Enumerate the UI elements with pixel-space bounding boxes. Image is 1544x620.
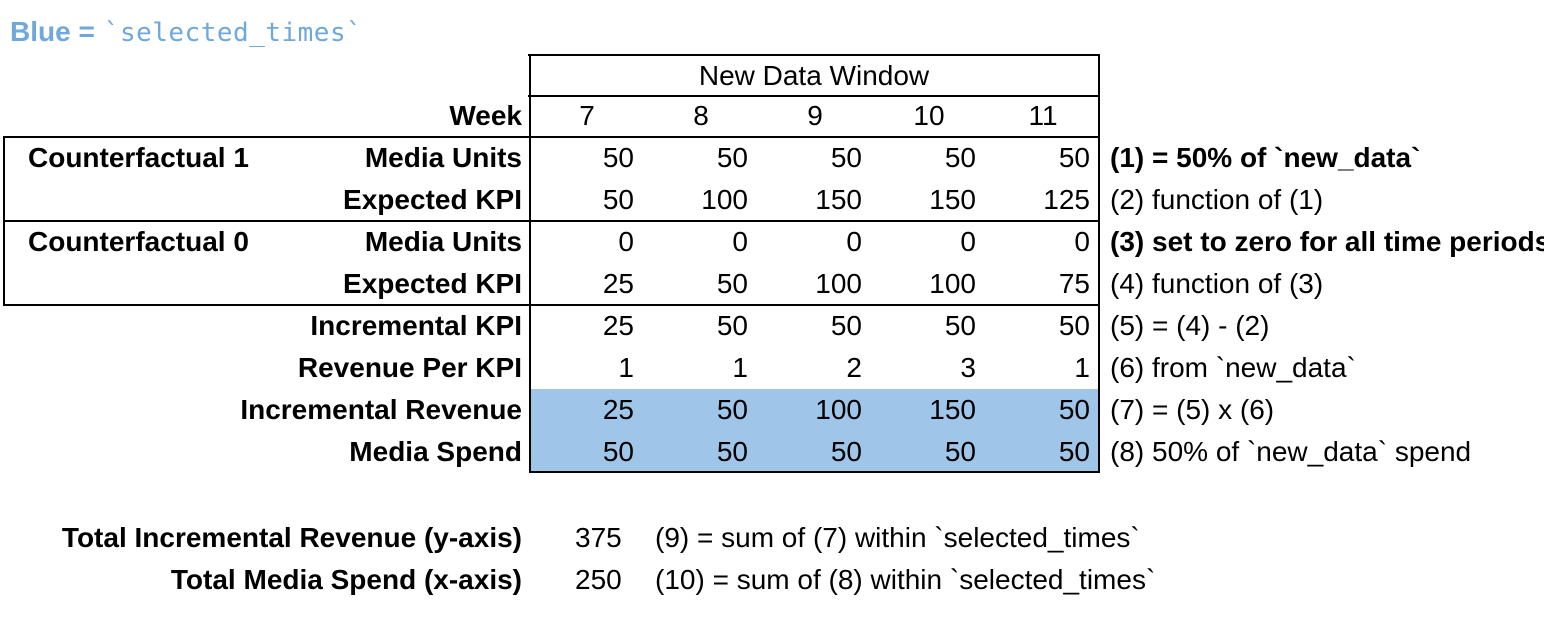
total-value: 250 (575, 564, 622, 595)
table-cell: 50 (944, 310, 976, 341)
group-label-counterfactual-1: Counterfactual 1 (28, 142, 249, 173)
week-value: 7 (579, 100, 595, 131)
table-row-cf1-media-units: Counterfactual 1 Media Units 50 50 50 50… (0, 137, 1544, 179)
table-cell-highlighted: 25 (602, 394, 634, 425)
table-row-cf0-expected-kpi: Expected KPI 25 50 100 100 75 (4) functi… (0, 263, 1544, 305)
table-cell: 0 (1074, 226, 1090, 257)
row-annotation-2: (2) function of (1) (1110, 184, 1324, 215)
row-annotation-4: (4) function of (3) (1110, 268, 1324, 299)
table-cell-highlighted: 100 (815, 394, 862, 425)
header-top-border (528, 54, 1100, 56)
table-bottom-border (529, 471, 1100, 473)
row-annotation-3: (3) set to zero for all time periods (1110, 226, 1544, 257)
week-value: 10 (913, 100, 945, 131)
table-cell: 25 (602, 268, 634, 299)
legend-label: Blue = (10, 16, 95, 47)
table-header-row: New Data Window (0, 56, 1544, 95)
table-cell-highlighted: 150 (929, 394, 976, 425)
total-annotation-10: (10) = sum of (8) within `selected_times… (655, 564, 1156, 595)
group-label-counterfactual-0: Counterfactual 0 (28, 226, 249, 257)
week-value: 9 (807, 100, 823, 131)
table-row-incremental-revenue: Incremental Revenue 25 50 100 150 50 (7)… (0, 389, 1544, 431)
table-cell: 25 (602, 310, 634, 341)
table-cell: 100 (929, 268, 976, 299)
row-label: Media Units (364, 226, 522, 257)
selected-times-highlight (531, 389, 1098, 472)
table-cell: 50 (944, 142, 976, 173)
total-label: Total Media Spend (x-axis) (170, 564, 522, 595)
row-label: Incremental Revenue (240, 394, 522, 425)
row-label: Media Spend (349, 436, 522, 467)
table-cell: 50 (1058, 142, 1090, 173)
table-cell: 1 (732, 352, 748, 383)
table-row-media-spend: Media Spend 50 50 50 50 50 (8) 50% of `n… (0, 431, 1544, 473)
table-cell: 0 (618, 226, 634, 257)
total-incremental-revenue-row: Total Incremental Revenue (y-axis) 375 (… (0, 517, 1544, 559)
table-cell: 1 (1074, 352, 1090, 383)
label-box-left-border (3, 136, 5, 306)
total-annotation-9: (9) = sum of (7) within `selected_times` (655, 522, 1140, 553)
total-value: 375 (575, 522, 622, 553)
counterfactual0-bottom-border (3, 304, 1100, 306)
week-value: 8 (693, 100, 709, 131)
table-cell: 100 (815, 268, 862, 299)
table-cell-highlighted: 50 (716, 436, 748, 467)
legend: Blue = `selected_times` (10, 16, 362, 48)
table-cell-highlighted: 50 (830, 436, 862, 467)
table-cell: 3 (960, 352, 976, 383)
data-left-border (529, 54, 531, 473)
table-cell: 50 (716, 268, 748, 299)
row-annotation-5: (5) = (4) - (2) (1110, 310, 1270, 341)
table-cell: 50 (1058, 310, 1090, 341)
row-label: Expected KPI (343, 268, 522, 299)
table-cell: 50 (716, 310, 748, 341)
table-cell: 50 (830, 310, 862, 341)
table-cell-highlighted: 50 (716, 394, 748, 425)
table-cell-highlighted: 50 (1058, 436, 1090, 467)
table-cell-highlighted: 50 (1058, 394, 1090, 425)
new-data-window-title: New Data Window (698, 59, 930, 91)
row-label: Expected KPI (343, 184, 522, 215)
total-media-spend-row: Total Media Spend (x-axis) 250 (10) = su… (0, 559, 1544, 601)
legend-code-selected-times: `selected_times` (103, 18, 363, 48)
row-annotation-7: (7) = (5) x (6) (1110, 394, 1275, 425)
table-cell: 100 (701, 184, 748, 215)
table-cell: 150 (929, 184, 976, 215)
table-cell: 50 (716, 142, 748, 173)
week-row-bottom-border (3, 136, 1100, 138)
table-cell: 125 (1043, 184, 1090, 215)
data-right-border (1098, 54, 1100, 473)
table-row-incremental-kpi: Incremental KPI 25 50 50 50 50 (5) = (4)… (0, 305, 1544, 347)
row-label: Revenue Per KPI (297, 352, 522, 383)
counterfactual-divider-border (3, 220, 1100, 222)
header-bottom-border (528, 95, 1100, 97)
row-label: Media Units (364, 142, 522, 173)
table-cell: 50 (602, 184, 634, 215)
table-cell: 0 (960, 226, 976, 257)
table-cell: 75 (1058, 268, 1090, 299)
table-cell-highlighted: 50 (944, 436, 976, 467)
table-cell: 0 (732, 226, 748, 257)
table-cell: 50 (602, 142, 634, 173)
table-cell-highlighted: 50 (602, 436, 634, 467)
table-row-revenue-per-kpi: Revenue Per KPI 1 1 2 3 1 (6) from `new_… (0, 347, 1544, 389)
table-cell: 2 (846, 352, 862, 383)
row-annotation-8: (8) 50% of `new_data` spend (1110, 436, 1472, 467)
row-label: Incremental KPI (310, 310, 522, 341)
week-label: Week (449, 100, 522, 131)
table-cell: 1 (618, 352, 634, 383)
week-value: 11 (1028, 100, 1058, 131)
row-annotation-1: (1) = 50% of `new_data` (1110, 142, 1421, 173)
row-annotation-6: (6) from `new_data` (1110, 352, 1356, 383)
table-row-cf0-media-units: Counterfactual 0 Media Units 0 0 0 0 0 (… (0, 221, 1544, 263)
table-row-cf1-expected-kpi: Expected KPI 50 100 150 150 125 (2) func… (0, 179, 1544, 221)
total-label: Total Incremental Revenue (y-axis) (61, 522, 522, 553)
table-cell: 150 (815, 184, 862, 215)
table-cell: 0 (846, 226, 862, 257)
table-cell: 50 (830, 142, 862, 173)
week-row: Week 7 8 9 10 11 (0, 96, 1544, 136)
